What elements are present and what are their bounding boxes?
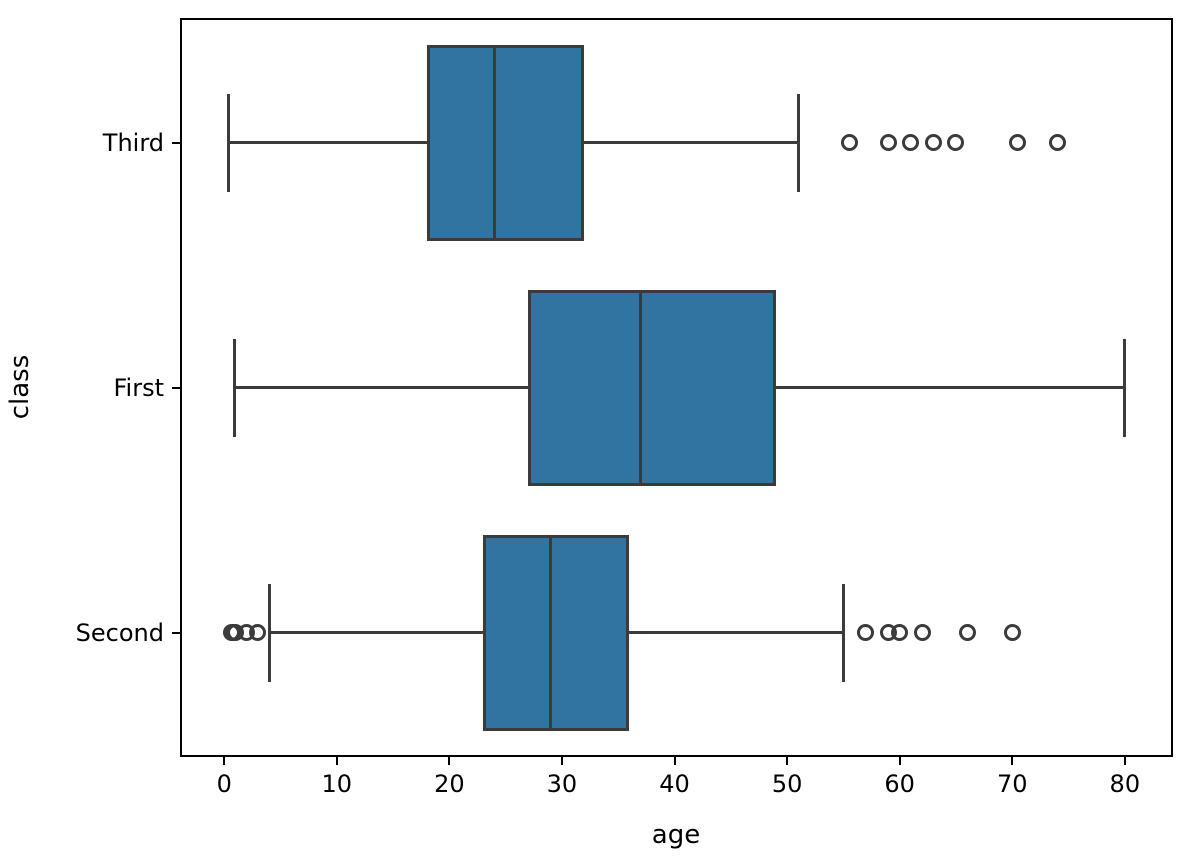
median-line (549, 534, 553, 731)
x-tick-mark (898, 757, 901, 765)
x-tick-label: 0 (216, 770, 232, 798)
x-tick-mark (223, 757, 226, 765)
whisker-line-high (584, 141, 799, 144)
y-axis-label: class (5, 354, 35, 420)
whisker-line-high (775, 386, 1125, 389)
whisker-cap (267, 583, 271, 682)
median-line (639, 289, 643, 486)
x-tick-mark (1011, 757, 1014, 765)
median-line (492, 44, 496, 241)
x-tick-label: 70 (996, 770, 1028, 798)
x-tick-mark (673, 757, 676, 765)
x-tick-label: 80 (1109, 770, 1141, 798)
y-tick-label: First (113, 373, 164, 402)
outlier-point (902, 134, 920, 151)
whisker-line-low (234, 386, 529, 389)
x-tick-label: 20 (434, 770, 465, 798)
x-tick-label: 30 (546, 770, 578, 798)
axes (180, 18, 1173, 757)
outlier-point (913, 624, 931, 641)
whisker-line-low (228, 141, 427, 144)
outlier-point (1003, 624, 1021, 641)
outlier-point (840, 134, 858, 151)
y-tick-label: Second (75, 618, 164, 647)
whisker-cap (233, 338, 237, 437)
x-tick-mark (786, 757, 789, 765)
x-tick-label: 50 (771, 770, 803, 798)
x-tick-mark (335, 757, 338, 765)
plot-area (182, 20, 1171, 755)
outlier-point (857, 624, 875, 641)
whisker-cap (1123, 338, 1127, 437)
x-axis-label: age (651, 820, 701, 850)
x-tick-label: 60 (884, 770, 915, 798)
outlier-point (924, 134, 942, 151)
x-tick-label: 40 (659, 770, 690, 798)
x-tick-mark (448, 757, 451, 765)
boxplot-box (483, 534, 630, 731)
boxplot-box (528, 289, 776, 486)
y-tick-mark (172, 386, 180, 389)
outlier-point (958, 624, 976, 641)
y-tick-mark (172, 141, 180, 144)
outlier-point (879, 134, 897, 151)
whisker-cap (227, 93, 231, 192)
outlier-point (249, 624, 267, 641)
x-tick-label: 10 (321, 770, 353, 798)
y-tick-label: Third (102, 128, 164, 157)
whisker-cap (841, 583, 845, 682)
x-tick-mark (1123, 757, 1126, 765)
outlier-point (1048, 134, 1066, 151)
boxplot-box (426, 44, 585, 241)
x-tick-mark (560, 757, 563, 765)
whisker-line-high (629, 631, 844, 634)
whisker-line-low (269, 631, 484, 634)
y-tick-mark (172, 631, 180, 634)
outlier-point (947, 134, 965, 151)
outlier-point (1009, 134, 1027, 151)
whisker-cap (796, 93, 800, 192)
outlier-point (891, 624, 909, 641)
